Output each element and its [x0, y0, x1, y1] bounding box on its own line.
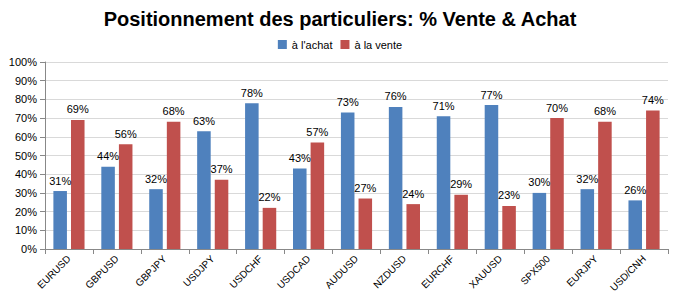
- svg-text:AUDUSD: AUDUSD: [323, 253, 361, 291]
- svg-text:32%: 32%: [145, 173, 167, 185]
- svg-text:60%: 60%: [15, 131, 37, 143]
- svg-text:68%: 68%: [594, 105, 616, 117]
- svg-text:30%: 30%: [15, 187, 37, 199]
- svg-text:24%: 24%: [402, 188, 424, 200]
- svg-text:USDCAD: USDCAD: [275, 253, 313, 291]
- svg-text:71%: 71%: [433, 100, 455, 112]
- svg-text:à l'achat: à l'achat: [292, 39, 333, 51]
- svg-text:Positionnement des particulier: Positionnement des particuliers: % Vente…: [104, 8, 577, 30]
- svg-text:à la vente: à la vente: [354, 39, 402, 51]
- svg-text:30%: 30%: [528, 176, 550, 188]
- svg-text:32%: 32%: [576, 173, 598, 185]
- svg-text:22%: 22%: [258, 191, 280, 203]
- svg-text:23%: 23%: [498, 189, 520, 201]
- svg-text:78%: 78%: [241, 87, 263, 99]
- svg-text:70%: 70%: [546, 102, 568, 114]
- svg-text:57%: 57%: [306, 126, 328, 138]
- svg-text:43%: 43%: [289, 152, 311, 164]
- svg-text:20%: 20%: [15, 206, 37, 218]
- svg-text:NZDUSD: NZDUSD: [371, 253, 408, 290]
- svg-text:0%: 0%: [21, 243, 37, 255]
- svg-text:77%: 77%: [480, 89, 502, 101]
- svg-text:USD/CNH: USD/CNH: [608, 253, 648, 293]
- svg-text:SPX500: SPX500: [518, 253, 552, 287]
- svg-text:63%: 63%: [193, 115, 215, 127]
- svg-text:GBPUSD: GBPUSD: [83, 253, 121, 291]
- svg-text:44%: 44%: [97, 150, 119, 162]
- svg-text:USDCHF: USDCHF: [227, 253, 264, 290]
- svg-text:69%: 69%: [67, 103, 89, 115]
- svg-text:EURUSD: EURUSD: [35, 253, 73, 291]
- svg-text:68%: 68%: [163, 105, 185, 117]
- svg-text:31%: 31%: [49, 175, 71, 187]
- svg-text:EURJPY: EURJPY: [564, 253, 600, 289]
- svg-text:EURCHF: EURCHF: [419, 253, 456, 290]
- svg-text:40%: 40%: [15, 168, 37, 180]
- svg-text:USDJPY: USDJPY: [181, 253, 217, 289]
- svg-text:90%: 90%: [15, 75, 37, 87]
- svg-text:50%: 50%: [15, 150, 37, 162]
- svg-text:70%: 70%: [15, 112, 37, 124]
- svg-text:73%: 73%: [337, 96, 359, 108]
- svg-text:10%: 10%: [15, 224, 37, 236]
- svg-text:GBPJPY: GBPJPY: [133, 253, 169, 289]
- svg-text:XAUUSD: XAUUSD: [467, 253, 504, 290]
- svg-text:74%: 74%: [642, 94, 664, 106]
- svg-text:26%: 26%: [624, 184, 646, 196]
- svg-text:80%: 80%: [15, 93, 37, 105]
- svg-text:100%: 100%: [9, 56, 37, 68]
- svg-text:56%: 56%: [115, 128, 137, 140]
- svg-text:27%: 27%: [354, 182, 376, 194]
- svg-text:29%: 29%: [450, 178, 472, 190]
- svg-text:76%: 76%: [385, 90, 407, 102]
- svg-text:37%: 37%: [211, 163, 233, 175]
